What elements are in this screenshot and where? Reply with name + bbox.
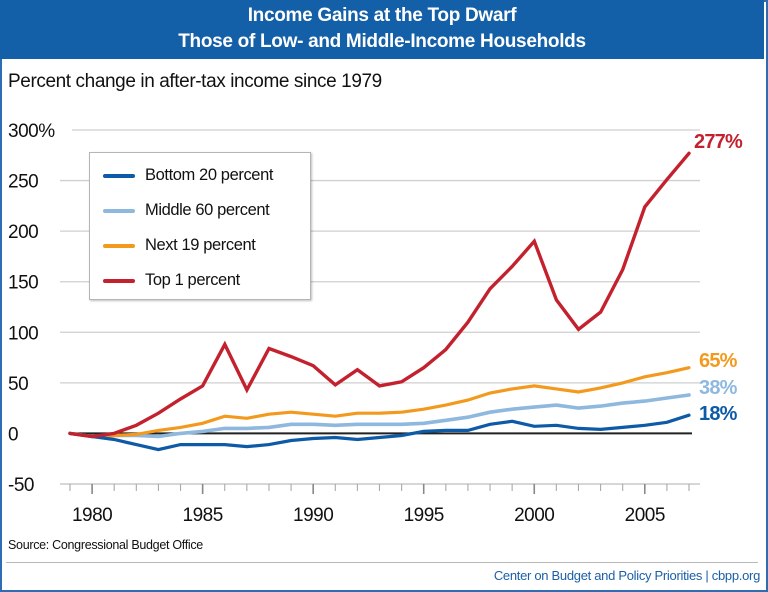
legend-label: Next 19 percent [145,236,256,254]
series-line-next19 [68,366,691,439]
footer-divider [6,562,758,563]
end-label-middle60: 38% [699,377,738,399]
y-tick-label: -50 [8,475,34,496]
x-tick-label: 1985 [183,505,223,526]
legend: Bottom 20 percent Middle 60 percent Next… [89,152,311,300]
footer-credit: Center on Budget and Policy Priorities |… [493,568,760,583]
legend-item-next19: Next 19 percent [90,228,310,263]
legend-item-top1: Top 1 percent [90,263,310,298]
series-line-middle60 [68,393,691,439]
legend-swatch-middle60 [103,208,135,213]
x-tick-label: 2000 [514,505,554,526]
chart-title-line-2: Those of Low- and Middle-Income Househol… [178,31,586,52]
legend-item-middle60: Middle 60 percent [90,193,310,228]
y-tick-label: 200 [8,222,38,243]
y-tick-label: 50 [8,374,28,395]
legend-label: Top 1 percent [145,271,240,289]
y-axis-tick-labels: -50 0 50 100 150 200 250 300% [8,121,56,496]
y-tick-label: 150 [8,273,38,294]
legend-swatch-top1 [103,278,135,283]
legend-swatch-next19 [103,243,135,248]
x-tick-label: 1980 [72,505,112,526]
x-tick-label: 2005 [625,505,665,526]
series-lines [68,151,691,452]
chart-subtitle: Percent change in after-tax income since… [8,71,382,92]
x-tick-label: 1990 [293,505,333,526]
legend-label: Bottom 20 percent [145,166,274,184]
legend-swatch-bottom20 [103,173,135,178]
y-tick-label: 300% [8,121,55,142]
x-tick-label: 1995 [404,505,444,526]
chart-title-line-1: Income Gains at the Top Dwarf [247,5,517,26]
series-line-top1 [68,151,691,439]
y-tick-label: 250 [8,172,38,193]
source-note: Source: Congressional Budget Office [8,538,203,552]
end-label-bottom20: 18% [699,403,738,425]
x-axis: 1980 1985 1990 1995 2000 2005 [60,483,700,526]
series-line-bottom20 [68,413,691,452]
y-tick-label: 100 [8,323,38,344]
legend-item-bottom20: Bottom 20 percent [90,158,310,193]
title-bar: Income Gains at the Top Dwarf Those of L… [0,0,764,59]
legend-label: Middle 60 percent [145,201,270,219]
y-tick-label: 0 [8,424,18,445]
end-label-next19: 65% [699,350,738,372]
end-labels: 18% 38% 65% 277% [694,131,744,425]
end-label-top1: 277% [694,131,743,153]
